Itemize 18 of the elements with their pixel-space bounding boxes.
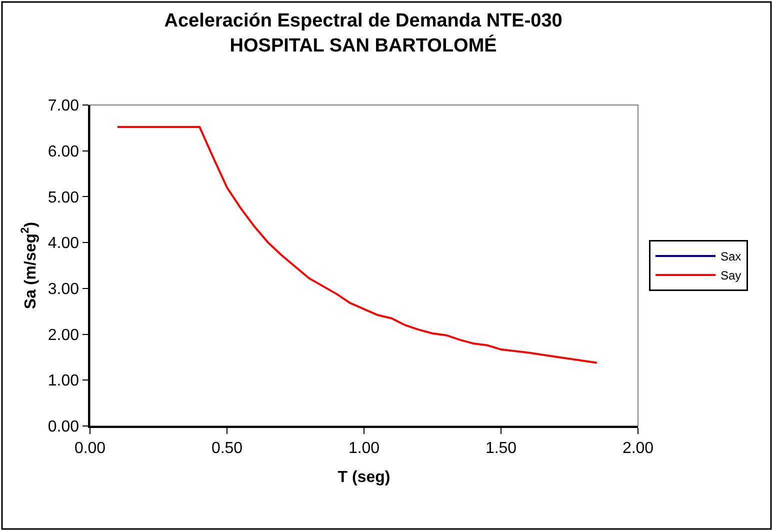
y-tick-label: 4.00 (48, 235, 80, 252)
y-tick-label: 3.00 (48, 281, 80, 298)
y-tick-label: 2.00 (48, 326, 80, 344)
y-tick-label: 0.00 (48, 418, 80, 436)
x-tick-label: 1.50 (485, 440, 517, 457)
y-tick-label: 6.00 (48, 143, 80, 160)
y-tick-label: 7.00 (48, 98, 80, 115)
x-axis-title: T (seg) (338, 469, 390, 486)
chart-title: Aceleración Espectral de Demanda NTE-030 HOSPITAL SAN BARTOLOMÉ (164, 10, 562, 56)
x-tick-label: 0.00 (74, 440, 106, 457)
y-tick-label: 5.00 (48, 189, 80, 206)
x-tick-label: 2.00 (622, 440, 654, 457)
legend-label: Sax (720, 250, 742, 264)
y-tick-label: 1.00 (48, 372, 80, 390)
legend-label: Say (720, 268, 742, 283)
x-tick-label: 1.00 (348, 440, 380, 457)
x-tick-label: 0.50 (211, 440, 243, 457)
line-series (116, 126, 598, 364)
